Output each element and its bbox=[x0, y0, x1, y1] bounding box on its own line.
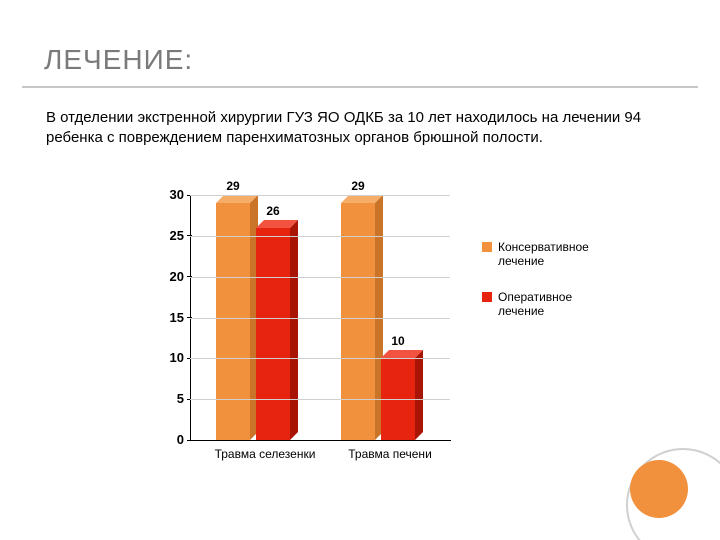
legend-swatch bbox=[482, 242, 492, 252]
legend: Консервативное лечение Оперативное лечени… bbox=[482, 240, 612, 340]
legend-swatch bbox=[482, 292, 492, 302]
y-tick: 30 bbox=[158, 187, 184, 202]
legend-item: Оперативное лечение bbox=[482, 290, 612, 318]
gridline bbox=[190, 236, 450, 237]
bar bbox=[216, 203, 250, 440]
gridline bbox=[190, 277, 450, 278]
x-category: Травма селезенки bbox=[205, 447, 325, 461]
legend-label: Оперативное лечение bbox=[498, 290, 612, 318]
slide: ЛЕЧЕНИЕ: В отделении экстренной хирургии… bbox=[0, 0, 720, 540]
x-category: Травма печени bbox=[330, 447, 450, 461]
gridline bbox=[190, 399, 450, 400]
bar bbox=[341, 203, 375, 440]
bar-value: 26 bbox=[253, 204, 293, 218]
gridline bbox=[190, 358, 450, 359]
legend-item: Консервативное лечение bbox=[482, 240, 612, 268]
y-tick: 0 bbox=[158, 432, 184, 447]
bar-side bbox=[290, 220, 298, 440]
legend-label: Консервативное лечение bbox=[498, 240, 612, 268]
title-underline bbox=[22, 86, 698, 88]
y-tick: 10 bbox=[158, 350, 184, 365]
bar-value: 10 bbox=[378, 334, 418, 348]
gridline bbox=[190, 195, 450, 196]
y-tick: 5 bbox=[158, 391, 184, 406]
decor-circle bbox=[630, 460, 688, 518]
y-tick: 20 bbox=[158, 269, 184, 284]
body-text: В отделении экстренной хирургии ГУЗ ЯО О… bbox=[46, 108, 656, 149]
y-tick: 25 bbox=[158, 228, 184, 243]
bar-side bbox=[415, 350, 423, 440]
bar-value: 29 bbox=[213, 179, 253, 193]
bar bbox=[256, 228, 290, 440]
gridline bbox=[190, 318, 450, 319]
bar-value: 29 bbox=[338, 179, 378, 193]
y-tick: 15 bbox=[158, 310, 184, 325]
bar-chart: 29262910 Консервативное лечениеОперативн… bbox=[140, 195, 600, 495]
page-title: ЛЕЧЕНИЕ: bbox=[44, 44, 193, 76]
